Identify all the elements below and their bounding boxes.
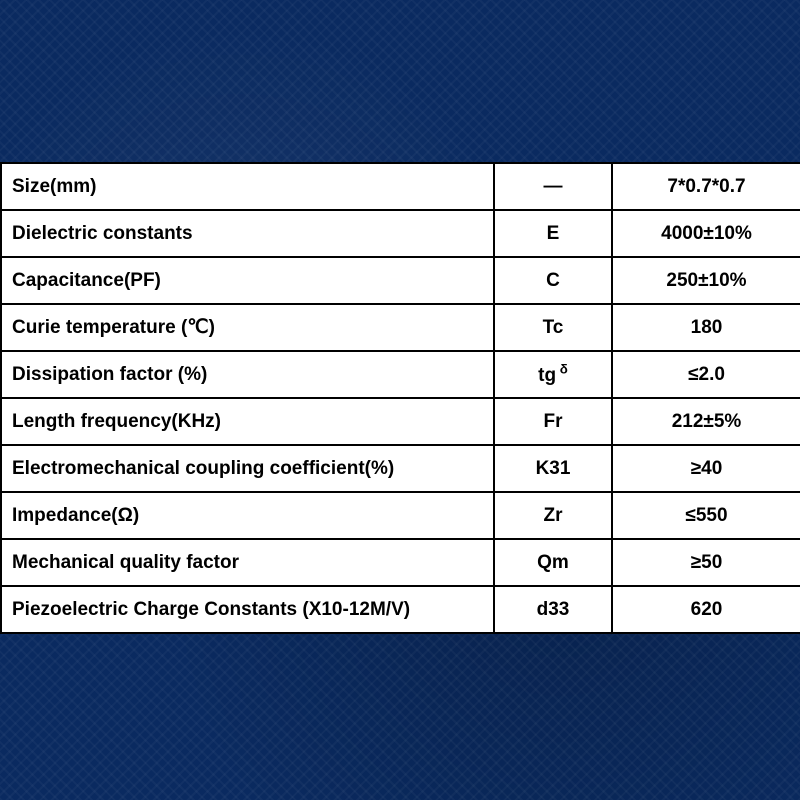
- param-cell: Electromechanical coupling coefficient(%…: [1, 445, 494, 492]
- value-cell: ≥40: [612, 445, 800, 492]
- symbol-cell: tg δ: [494, 351, 612, 398]
- param-cell: Impedance(Ω): [1, 492, 494, 539]
- param-cell: Length frequency(KHz): [1, 398, 494, 445]
- symbol-cell: K31: [494, 445, 612, 492]
- param-cell: Curie temperature (℃): [1, 304, 494, 351]
- value-cell: ≥50: [612, 539, 800, 586]
- param-cell: Mechanical quality factor: [1, 539, 494, 586]
- value-cell: 7*0.7*0.7: [612, 163, 800, 210]
- table-row: Curie temperature (℃) Tc 180: [1, 304, 800, 351]
- table-row: Electromechanical coupling coefficient(%…: [1, 445, 800, 492]
- table-row: Size(mm) — 7*0.7*0.7: [1, 163, 800, 210]
- value-cell: ≤550: [612, 492, 800, 539]
- param-cell: Capacitance(PF): [1, 257, 494, 304]
- param-cell: Dielectric constants: [1, 210, 494, 257]
- value-cell: 212±5%: [612, 398, 800, 445]
- symbol-cell: Zr: [494, 492, 612, 539]
- spec-table: Size(mm) — 7*0.7*0.7 Dielectric constant…: [0, 162, 800, 634]
- spec-table-container: Size(mm) — 7*0.7*0.7 Dielectric constant…: [0, 162, 800, 634]
- value-cell: 180: [612, 304, 800, 351]
- table-row: Piezoelectric Charge Constants (X10-12M/…: [1, 586, 800, 633]
- symbol-cell: —: [494, 163, 612, 210]
- symbol-text: tg δ: [538, 365, 568, 386]
- param-cell: Piezoelectric Charge Constants (X10-12M/…: [1, 586, 494, 633]
- symbol-cell: Qm: [494, 539, 612, 586]
- value-cell: 250±10%: [612, 257, 800, 304]
- param-cell: Size(mm): [1, 163, 494, 210]
- value-cell: ≤2.0: [612, 351, 800, 398]
- symbol-cell: C: [494, 257, 612, 304]
- symbol-cell: E: [494, 210, 612, 257]
- symbol-cell: Tc: [494, 304, 612, 351]
- param-cell: Dissipation factor (%): [1, 351, 494, 398]
- table-row: Mechanical quality factor Qm ≥50: [1, 539, 800, 586]
- symbol-cell: d33: [494, 586, 612, 633]
- table-row: Dissipation factor (%) tg δ ≤2.0: [1, 351, 800, 398]
- table-row: Length frequency(KHz) Fr 212±5%: [1, 398, 800, 445]
- value-cell: 4000±10%: [612, 210, 800, 257]
- symbol-cell: Fr: [494, 398, 612, 445]
- value-cell: 620: [612, 586, 800, 633]
- table-row: Impedance(Ω) Zr ≤550: [1, 492, 800, 539]
- table-row: Capacitance(PF) C 250±10%: [1, 257, 800, 304]
- table-row: Dielectric constants E 4000±10%: [1, 210, 800, 257]
